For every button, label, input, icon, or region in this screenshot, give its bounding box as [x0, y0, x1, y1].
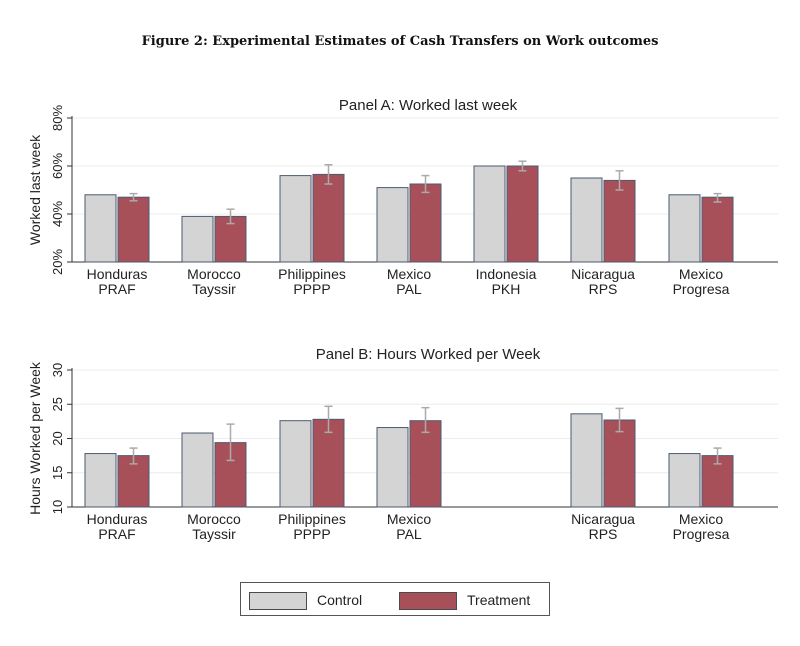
x-tick-label: PAL	[396, 526, 422, 542]
x-tick-label: Mexico	[679, 266, 724, 282]
x-tick-label: Philippines	[278, 511, 346, 527]
bar-control	[570, 177, 603, 263]
panel-b: Panel B: Hours Worked per Week 10 15 20 25 30…	[27, 346, 778, 542]
bar-control	[668, 194, 701, 263]
x-tick-label: Morocco	[187, 511, 241, 527]
bar-control	[376, 187, 409, 263]
bar-treatment	[312, 418, 345, 508]
x-tick-label: Nicaragua	[571, 511, 635, 527]
x-tick-label: Nicaragua	[571, 266, 635, 282]
x-tick-label: RPS	[589, 281, 618, 297]
bar-control	[570, 413, 603, 508]
bar-treatment	[603, 419, 636, 508]
panel-title: Panel B: Hours Worked per Week	[316, 346, 541, 363]
bar-treatment	[409, 183, 442, 263]
y-tick-label: 80%	[50, 105, 65, 131]
figure-title: Figure 2: Experimental Estimates of Cash…	[141, 34, 659, 49]
x-tick-label: PPPP	[293, 281, 330, 297]
bar-control	[473, 165, 506, 263]
bar-treatment	[214, 215, 247, 263]
bar-treatment	[701, 196, 734, 263]
legend-label-control: Control	[317, 592, 363, 608]
bar-control	[279, 420, 312, 508]
plot-area: Panel A: Worked last week 20% 40% 60% 80% Wor…	[14, 70, 784, 636]
bar-treatment	[117, 196, 150, 263]
bar-control	[84, 194, 117, 263]
y-tick-label: 15	[50, 466, 65, 480]
x-tick-label: Indonesia	[476, 266, 537, 282]
x-tick-label: Mexico	[679, 511, 724, 527]
x-tick-label: Progresa	[673, 281, 730, 297]
bar-control	[376, 427, 409, 508]
bar-treatment	[506, 165, 539, 263]
bar-treatment	[603, 179, 636, 263]
panel-title: Panel A: Worked last week	[339, 97, 518, 114]
bar-control	[668, 453, 701, 508]
y-axis-label: Worked last week	[27, 134, 43, 245]
x-tick-label: PKH	[492, 281, 521, 297]
y-axis-label: Hours Worked per Week	[27, 361, 43, 515]
x-tick-label: RPS	[589, 526, 618, 542]
panel-a: Panel A: Worked last week 20% 40% 60% 80% Wor…	[27, 97, 778, 297]
x-tick-label: PPPP	[293, 526, 330, 542]
bar-control	[181, 215, 214, 263]
bar-treatment	[312, 173, 345, 263]
y-tick-label: 30	[50, 363, 65, 377]
y-tick-label: 60%	[50, 153, 65, 179]
legend-swatch-treatment	[399, 592, 457, 610]
legend-label-treatment: Treatment	[467, 592, 531, 608]
bar-treatment	[409, 420, 442, 508]
y-tick-label: 10	[50, 500, 65, 514]
y-tick-label: 20	[50, 431, 65, 445]
y-tick-label: 25	[50, 397, 65, 411]
x-tick-label: Morocco	[187, 266, 241, 282]
x-tick-label: PRAF	[98, 281, 135, 297]
x-tick-label: Progresa	[673, 526, 730, 542]
x-tick-label: PAL	[396, 281, 422, 297]
x-tick-label: Honduras	[87, 266, 148, 282]
bar-control	[181, 432, 214, 508]
x-tick-label: PRAF	[98, 526, 135, 542]
y-tick-label: 20%	[50, 249, 65, 275]
legend: Control Treatment	[240, 582, 550, 616]
x-tick-label: Philippines	[278, 266, 346, 282]
legend-swatch-control	[249, 592, 307, 610]
x-tick-label: Honduras	[87, 511, 148, 527]
y-tick-label: 40%	[50, 201, 65, 227]
bar-control	[84, 453, 117, 508]
x-tick-label: Tayssir	[192, 526, 236, 542]
x-tick-label: Tayssir	[192, 281, 236, 297]
bar-control	[279, 175, 312, 263]
x-tick-label: Mexico	[387, 511, 432, 527]
x-tick-label: Mexico	[387, 266, 432, 282]
chart-svg: Panel A: Worked last week 20% 40% 60% 80% Wor…	[27, 97, 778, 542]
